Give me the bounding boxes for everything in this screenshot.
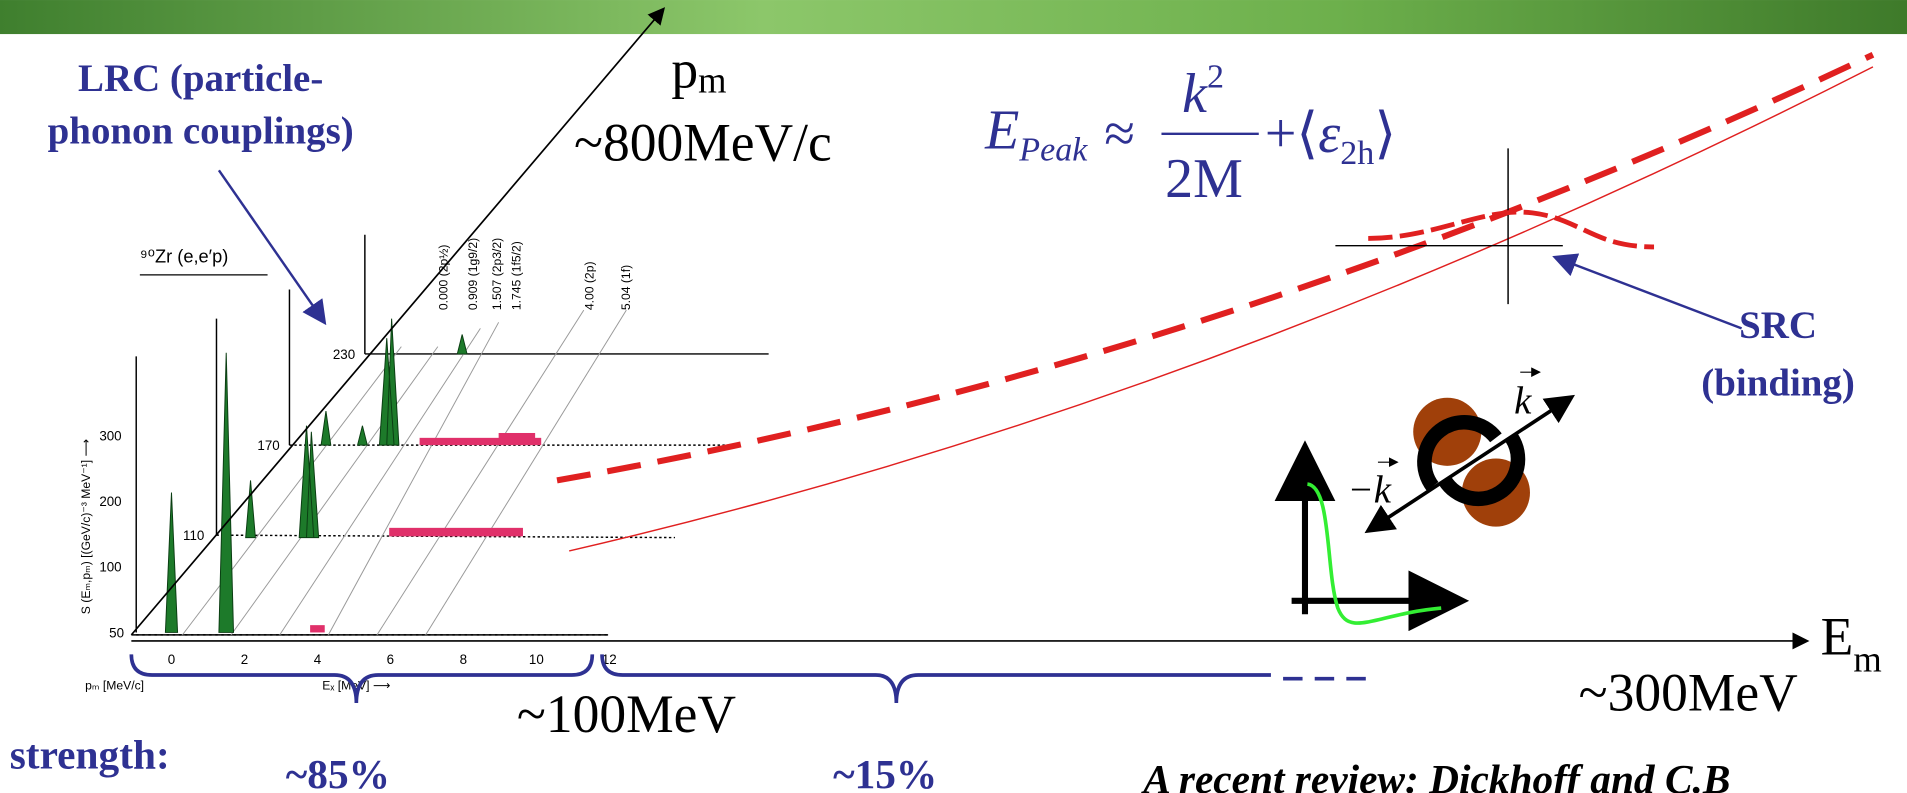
y-tick-label: 200 xyxy=(99,494,121,509)
peak-label: 1.507 (2p3/2) xyxy=(490,238,504,310)
em-label: Em xyxy=(1821,606,1882,679)
pm-tick-label: 230 xyxy=(333,347,355,362)
pm-tick-label: 170 xyxy=(257,438,279,453)
strength-src: ~15% xyxy=(833,751,937,793)
pm-tick-label: 50 xyxy=(109,625,124,640)
peak-labels: 0.000 (2p½) 0.909 (1g9/2) 1.507 (2p3/2) 1.7… xyxy=(437,238,633,310)
x-tick-label: 4 xyxy=(314,652,322,667)
y-tick-label: 100 xyxy=(99,560,121,575)
bump xyxy=(1368,212,1654,247)
peak-label: 4.00 (2p) xyxy=(583,261,597,310)
range-low: ~100MeV xyxy=(517,684,737,744)
formula: EPeak ≈ k2 2M +⟨ε2h⟩ xyxy=(984,59,1396,210)
y-axis-label: S (Eₘ,pₘ) [(GeV/c)⁻³ MeV⁻¹] ⟶ xyxy=(79,439,93,614)
banner xyxy=(0,0,1907,34)
pm-label: pm xyxy=(671,40,726,101)
x-tick-label: 8 xyxy=(460,652,467,667)
peak-label: 0.000 (2p½) xyxy=(437,245,451,311)
y-ticks: 100 200 300 xyxy=(99,428,121,574)
peak-label: 1.745 (1f5/2) xyxy=(510,241,524,310)
figure-title: ⁹⁰Zr (e,e′p) xyxy=(140,246,228,267)
slide: ⁹⁰Zr (e,e′p) 024681012 10020 xyxy=(0,0,1907,793)
peak-label: 0.909 (1g9/2) xyxy=(466,238,480,310)
lrc-label: LRC (particle-phonon couplings) xyxy=(48,57,354,152)
pm-axis xyxy=(131,10,662,635)
pm-limit: ~800MeV/c xyxy=(574,113,832,173)
peak-label: 5.04 (1f) xyxy=(619,265,633,310)
review: A recent review: Dickhoff and C.B xyxy=(1140,756,1730,793)
em-limit: ~300MeV xyxy=(1579,662,1799,722)
svg-text:≈: ≈ xyxy=(1104,103,1135,165)
svg-text:EPeak: EPeak xyxy=(984,99,1088,168)
x-tick-label: 10 xyxy=(529,652,544,667)
strength-lrc: ~85% xyxy=(286,751,390,793)
pm-tick-label: 110 xyxy=(183,528,204,543)
k-label: k xyxy=(1514,380,1532,423)
svg-text:+⟨ε2h⟩: +⟨ε2h⟩ xyxy=(1265,103,1396,172)
x-tick-label: 2 xyxy=(241,652,248,667)
pm-axis-label: pₘ [MeV/c] xyxy=(85,679,144,693)
lrc-arrow xyxy=(219,170,324,321)
x-tick-label: 6 xyxy=(387,652,394,667)
strength-label: strength: xyxy=(10,732,170,778)
svg-text:2M: 2M xyxy=(1165,148,1243,210)
src-label: SRC(binding) xyxy=(1701,304,1855,404)
src-arrow xyxy=(1557,258,1742,329)
minus-k-label: −k xyxy=(1348,468,1392,511)
x-tick-label: 0 xyxy=(168,652,175,667)
svg-text:k2: k2 xyxy=(1182,59,1224,125)
y-tick-label: 300 xyxy=(99,428,121,443)
